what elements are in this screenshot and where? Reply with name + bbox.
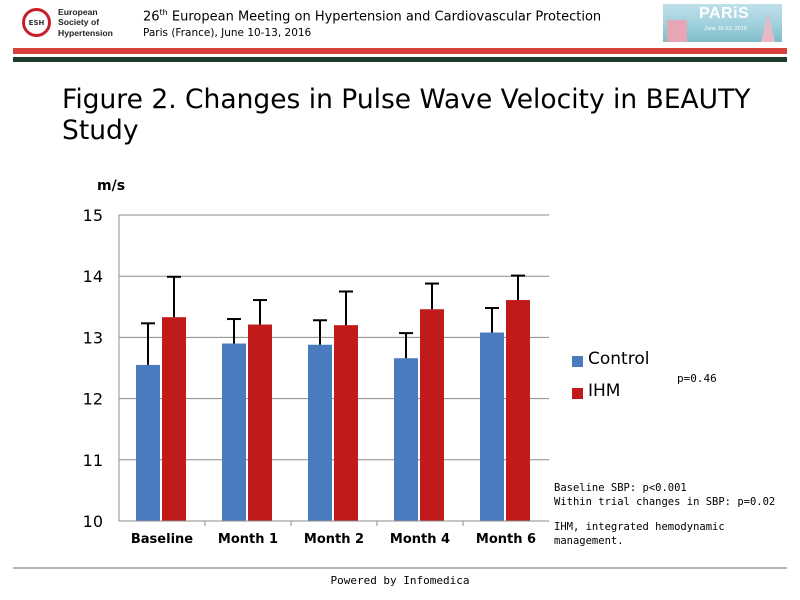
x-tick-label: Baseline <box>131 532 193 547</box>
bar-ihm <box>334 325 358 521</box>
bar-ihm <box>162 317 186 521</box>
esh-name-line-2: Society of <box>58 17 100 28</box>
footer-credit: Powered by Infomedica <box>330 574 470 587</box>
y-tick-label: 11 <box>83 451 103 470</box>
legend-label-ihm: IHM <box>588 381 621 401</box>
meeting-ordinal: th <box>159 8 168 17</box>
bar-ihm <box>248 324 272 521</box>
esh-name-line-1: European <box>58 7 98 17</box>
eiffel-tower-icon <box>761 12 775 42</box>
chart-error-bars <box>141 274 525 365</box>
esh-logo-icon: ESH <box>22 8 51 37</box>
bar-ihm <box>506 300 530 521</box>
banner-date: June 10-13, 2016 <box>704 26 747 32</box>
bar-control <box>222 343 246 521</box>
header-divider-green <box>13 57 787 62</box>
bar-control <box>136 364 160 521</box>
note-abbreviation-line-2: management. <box>554 535 624 547</box>
esh-name: European Society of Hypertension <box>58 7 158 38</box>
slide-header: ESH European Society of Hypertension 26t… <box>0 0 800 46</box>
bar-control <box>480 332 504 521</box>
figure-title: Figure 2. Changes in Pulse Wave Velocity… <box>62 84 751 146</box>
y-tick-label: 14 <box>83 267 103 286</box>
meeting-name: European Meeting on Hypertension and Car… <box>167 9 602 25</box>
legend-label-control: Control <box>588 349 650 369</box>
chart-axes <box>118 215 549 526</box>
banner-word: PARiS <box>699 5 750 22</box>
meeting-title: 26th European Meeting on Hypertension an… <box>143 8 601 24</box>
legend-swatch-ihm <box>572 388 583 399</box>
y-tick-label: 15 <box>83 206 103 225</box>
bar-ihm <box>420 309 444 521</box>
bar-control <box>308 344 332 521</box>
y-axis-label: m/s <box>97 178 125 194</box>
esh-logo: ESH European Society of Hypertension <box>22 7 152 42</box>
header-divider-red <box>13 48 787 54</box>
esh-abbrev: ESH <box>28 19 45 27</box>
esh-name-line-3: Hypertension <box>58 27 113 38</box>
p-value: p=0.46 <box>677 372 717 385</box>
bar-control <box>394 358 418 521</box>
chart-notes: Baseline SBP: p<0.001 Within trial chang… <box>554 481 775 548</box>
x-tick-label: Month 6 <box>476 532 536 547</box>
y-tick-label: 10 <box>83 512 103 531</box>
note-within-trial-sbp: Within trial changes in SBP: p=0.02 <box>554 496 776 508</box>
meeting-info: 26th European Meeting on Hypertension an… <box>143 8 601 39</box>
chart-bars <box>136 300 530 521</box>
legend-swatch-control <box>572 356 583 367</box>
note-baseline-sbp: Baseline SBP: p<0.001 <box>554 482 687 494</box>
banner-building-icon <box>667 20 687 42</box>
x-tick-label: Month 4 <box>390 532 450 547</box>
paris-banner-image: PARiS June 10-13, 2016 <box>663 4 782 42</box>
x-tick-label: Month 2 <box>304 532 364 547</box>
note-abbreviation-line-1: IHM, integrated hemodynamic <box>554 521 725 533</box>
y-tick-label: 12 <box>83 390 103 409</box>
note-spacer <box>554 509 775 520</box>
y-tick-label: 13 <box>83 328 103 347</box>
meeting-subtitle: Paris (France), June 10-13, 2016 <box>143 27 312 40</box>
chart-labels: 10 11 12 13 14 15 m/s Baseline Month 1 Month 2 Mon… <box>83 178 536 547</box>
footer-divider <box>13 567 787 569</box>
x-tick-label: Month 1 <box>218 532 278 547</box>
meeting-number: 26 <box>143 9 160 25</box>
